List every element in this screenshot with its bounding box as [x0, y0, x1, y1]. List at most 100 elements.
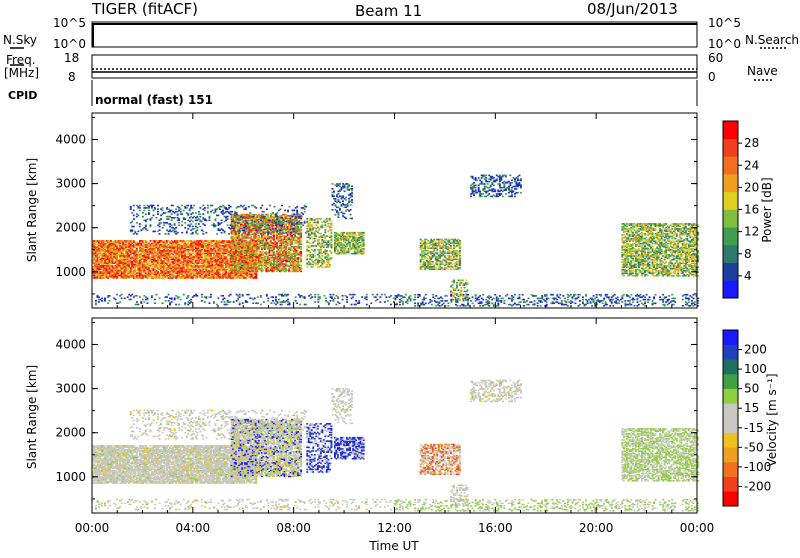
power-cell	[184, 222, 186, 224]
power-cell	[277, 216, 279, 218]
freq-tick-top: 18	[64, 51, 79, 65]
power-cell	[168, 218, 170, 220]
power-cell	[286, 221, 288, 223]
cpid-row: CPID normal (fast) 151	[8, 80, 697, 107]
power-cell	[157, 211, 159, 213]
power-cell	[160, 218, 162, 220]
power-cell	[150, 224, 152, 226]
power-cell	[157, 205, 159, 207]
power-cell	[198, 211, 200, 213]
power-cell	[178, 222, 180, 224]
nsky-label: N.Sky	[3, 33, 37, 47]
power-cell	[186, 231, 188, 233]
power-cell	[133, 205, 135, 207]
power-cell	[274, 206, 276, 208]
power-cell	[162, 227, 164, 229]
power-cell	[202, 233, 204, 235]
power-cell	[300, 251, 302, 253]
power-cell	[187, 205, 189, 207]
nave-tick-top: 60	[708, 51, 723, 65]
power-cell	[174, 223, 176, 225]
power-cell	[181, 213, 183, 215]
power-cell	[192, 232, 194, 234]
power-cell	[260, 233, 262, 235]
power-cell	[143, 205, 145, 207]
power-cell	[219, 208, 221, 210]
power-cell	[136, 233, 138, 235]
power-cell	[267, 214, 269, 216]
power-cell	[190, 205, 192, 207]
power-cell	[269, 205, 271, 207]
power-cell	[284, 228, 286, 230]
power-cell	[239, 222, 241, 224]
power-cell	[224, 231, 226, 233]
power-cell	[162, 207, 164, 209]
freq-unit-label: [MHz]	[4, 66, 39, 80]
power-cell	[181, 232, 183, 234]
power-cell	[131, 212, 133, 214]
nsky-tick-top: 10^5	[53, 16, 86, 30]
power-cell	[175, 227, 177, 229]
power-cell	[181, 205, 183, 207]
power-cell	[244, 240, 246, 242]
power-cell	[267, 232, 269, 234]
power-cell	[159, 229, 161, 231]
power-cell	[212, 205, 214, 207]
power-cell	[199, 216, 201, 218]
power-cell	[157, 208, 159, 210]
power-cell	[160, 222, 162, 224]
power-cell	[187, 228, 189, 230]
power-cell	[228, 233, 230, 235]
power-cell	[212, 210, 214, 212]
power-cell	[300, 258, 302, 260]
power-cell	[156, 217, 158, 219]
power-cell	[137, 231, 139, 233]
power-cell	[157, 213, 159, 215]
power-cell	[215, 218, 217, 220]
power-cell	[187, 213, 189, 215]
power-cell	[196, 216, 198, 218]
power-cell	[300, 226, 302, 228]
power-cell	[243, 205, 245, 207]
power-cell	[281, 205, 283, 207]
power-cell	[230, 213, 232, 215]
freq-tick-bottom: 8	[68, 70, 76, 84]
power-cell	[260, 227, 262, 229]
power-cell	[275, 228, 277, 230]
power-cell	[262, 214, 264, 216]
power-cell	[131, 229, 133, 231]
power-cell	[137, 215, 139, 217]
power-cell	[209, 220, 211, 222]
power-cell	[139, 207, 141, 209]
power-cell	[143, 210, 145, 212]
power-cell	[251, 220, 253, 222]
power-cell	[175, 208, 177, 210]
power-cell	[278, 233, 280, 235]
power-cell	[192, 207, 194, 209]
power-cell	[239, 229, 241, 231]
power-cell	[300, 232, 302, 234]
power-cell	[264, 216, 266, 218]
power-cell	[292, 216, 294, 218]
nave-label: Nave	[747, 64, 778, 78]
power-cell	[196, 227, 198, 229]
power-cell	[275, 224, 277, 226]
power-cell	[260, 229, 262, 231]
power-cell	[239, 220, 241, 222]
power-cell	[281, 224, 283, 226]
power-cell	[227, 224, 229, 226]
power-cell	[142, 216, 144, 218]
power-cell	[234, 231, 236, 233]
power-cell	[300, 240, 302, 242]
power-cell	[207, 205, 209, 207]
power-cell	[133, 215, 135, 217]
power-cell	[243, 216, 245, 218]
power-cell	[280, 229, 282, 231]
power-cell	[154, 207, 156, 209]
power-cell	[201, 256, 203, 258]
power-cell	[280, 208, 282, 210]
power-cell	[153, 205, 155, 207]
power-cell	[258, 235, 260, 237]
